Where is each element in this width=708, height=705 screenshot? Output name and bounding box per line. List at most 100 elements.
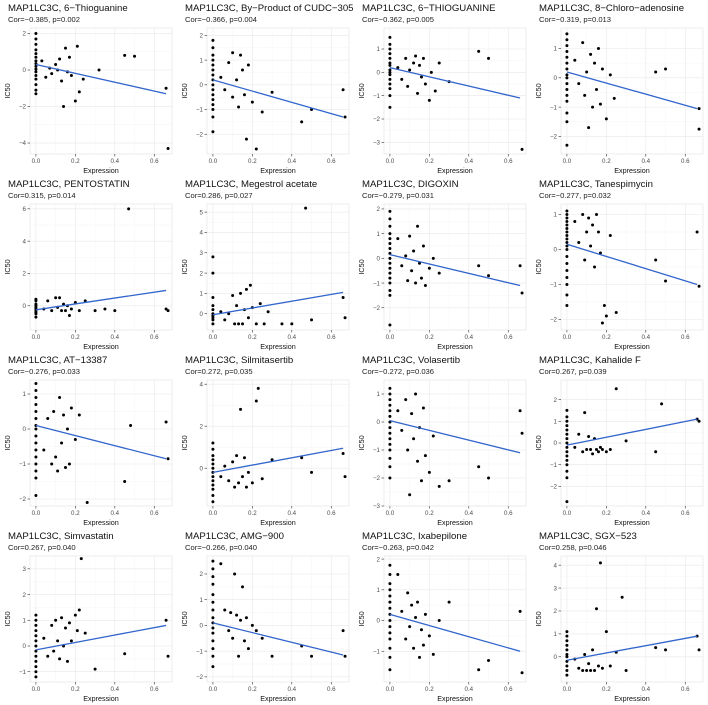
x-tick-label: 0.2	[248, 334, 257, 341]
data-point	[211, 631, 215, 635]
data-point	[52, 410, 56, 413]
scatter-panel: MAP1LC3C, By−Product of CUDC−305 Cor=−0.3…	[177, 0, 354, 176]
data-point	[565, 49, 569, 53]
data-point	[583, 653, 587, 657]
data-point	[211, 559, 215, 563]
data-point	[414, 281, 418, 285]
x-axis-label: Expression	[614, 518, 650, 527]
data-point	[565, 437, 569, 441]
y-tick-label: 1	[200, 291, 204, 298]
data-point	[388, 625, 392, 629]
data-point	[211, 115, 215, 119]
data-point	[211, 639, 215, 643]
x-axis-label: Expression	[614, 694, 650, 703]
data-point	[388, 572, 392, 576]
data-point	[591, 223, 595, 227]
data-point	[241, 322, 244, 326]
data-point	[565, 669, 569, 673]
y-tick-label: 0	[23, 67, 27, 74]
data-point	[211, 487, 215, 491]
data-point	[583, 93, 587, 97]
data-point	[34, 55, 38, 59]
plot-area	[29, 379, 173, 507]
data-point	[429, 70, 433, 74]
data-point	[73, 613, 77, 617]
data-point	[421, 643, 425, 647]
data-point	[239, 53, 243, 57]
chart-subtitle: Cor=−0.385, p=0.002	[8, 15, 80, 24]
chart-title: MAP1LC3C, Silmitasertib	[185, 355, 293, 366]
y-tick-label: 4	[23, 238, 27, 245]
y-tick-label: −1	[19, 669, 27, 676]
data-point	[388, 70, 392, 74]
x-tick-label: 0.0	[32, 686, 41, 693]
data-point	[50, 72, 54, 76]
x-tick-label: 0.4	[465, 334, 474, 341]
plot-area	[206, 27, 350, 155]
data-point	[565, 143, 569, 147]
x-tick-label: 0.6	[504, 686, 513, 693]
y-tick-label: −1	[196, 648, 204, 655]
data-point	[231, 293, 235, 297]
y-tick-label: −1	[373, 447, 381, 454]
data-point	[341, 452, 345, 455]
data-point	[231, 51, 235, 55]
data-point	[664, 67, 668, 71]
data-point	[427, 266, 431, 270]
data-point	[34, 64, 38, 68]
data-point	[58, 657, 62, 661]
data-point	[604, 630, 608, 634]
y-tick-label: 4	[200, 230, 204, 237]
x-tick-label: 0.0	[209, 686, 218, 693]
plot-area	[206, 203, 350, 331]
x-axis-label: Expression	[83, 342, 119, 351]
chart-title: MAP1LC3C, 6−THIOGUANINE	[362, 3, 496, 14]
data-point	[565, 634, 569, 638]
data-point	[589, 52, 593, 56]
data-point	[83, 299, 87, 303]
y-axis-label: IC50	[357, 435, 366, 450]
data-point	[211, 665, 215, 669]
data-point	[595, 88, 598, 92]
data-point	[223, 318, 227, 322]
data-point	[573, 445, 577, 449]
data-point	[60, 79, 64, 83]
data-point	[211, 608, 215, 612]
data-point	[608, 664, 612, 668]
data-point	[77, 309, 81, 313]
data-point	[388, 600, 392, 604]
data-point	[34, 67, 38, 71]
data-point	[54, 618, 58, 622]
data-point	[211, 58, 215, 62]
y-tick-label: 2	[377, 206, 381, 213]
data-point	[404, 56, 408, 60]
regression-line	[212, 79, 344, 118]
y-axis-label: IC50	[534, 611, 543, 626]
data-point	[67, 55, 71, 59]
plot-area	[383, 203, 527, 331]
data-point	[34, 88, 38, 92]
data-point	[604, 117, 608, 121]
data-point	[250, 623, 254, 627]
data-point	[300, 120, 304, 124]
data-point	[211, 63, 215, 67]
y-tick-label: 3	[23, 566, 27, 573]
data-point	[270, 90, 274, 94]
y-axis-label: IC50	[357, 611, 366, 626]
data-point	[596, 450, 600, 454]
data-point	[244, 616, 248, 620]
scatter-panel: MAP1LC3C, Volasertib Cor=−0.272, p=0.036 0…	[354, 352, 531, 528]
data-point	[388, 426, 392, 430]
data-point	[608, 448, 612, 452]
data-point	[227, 312, 231, 316]
data-point	[477, 264, 481, 268]
y-tick-label: 1	[554, 212, 558, 219]
data-point	[565, 673, 569, 677]
data-point	[46, 654, 50, 658]
y-tick-label: −1	[550, 282, 558, 289]
regression-line	[389, 254, 521, 287]
data-point	[400, 77, 404, 81]
y-tick-label: 2	[200, 270, 204, 277]
